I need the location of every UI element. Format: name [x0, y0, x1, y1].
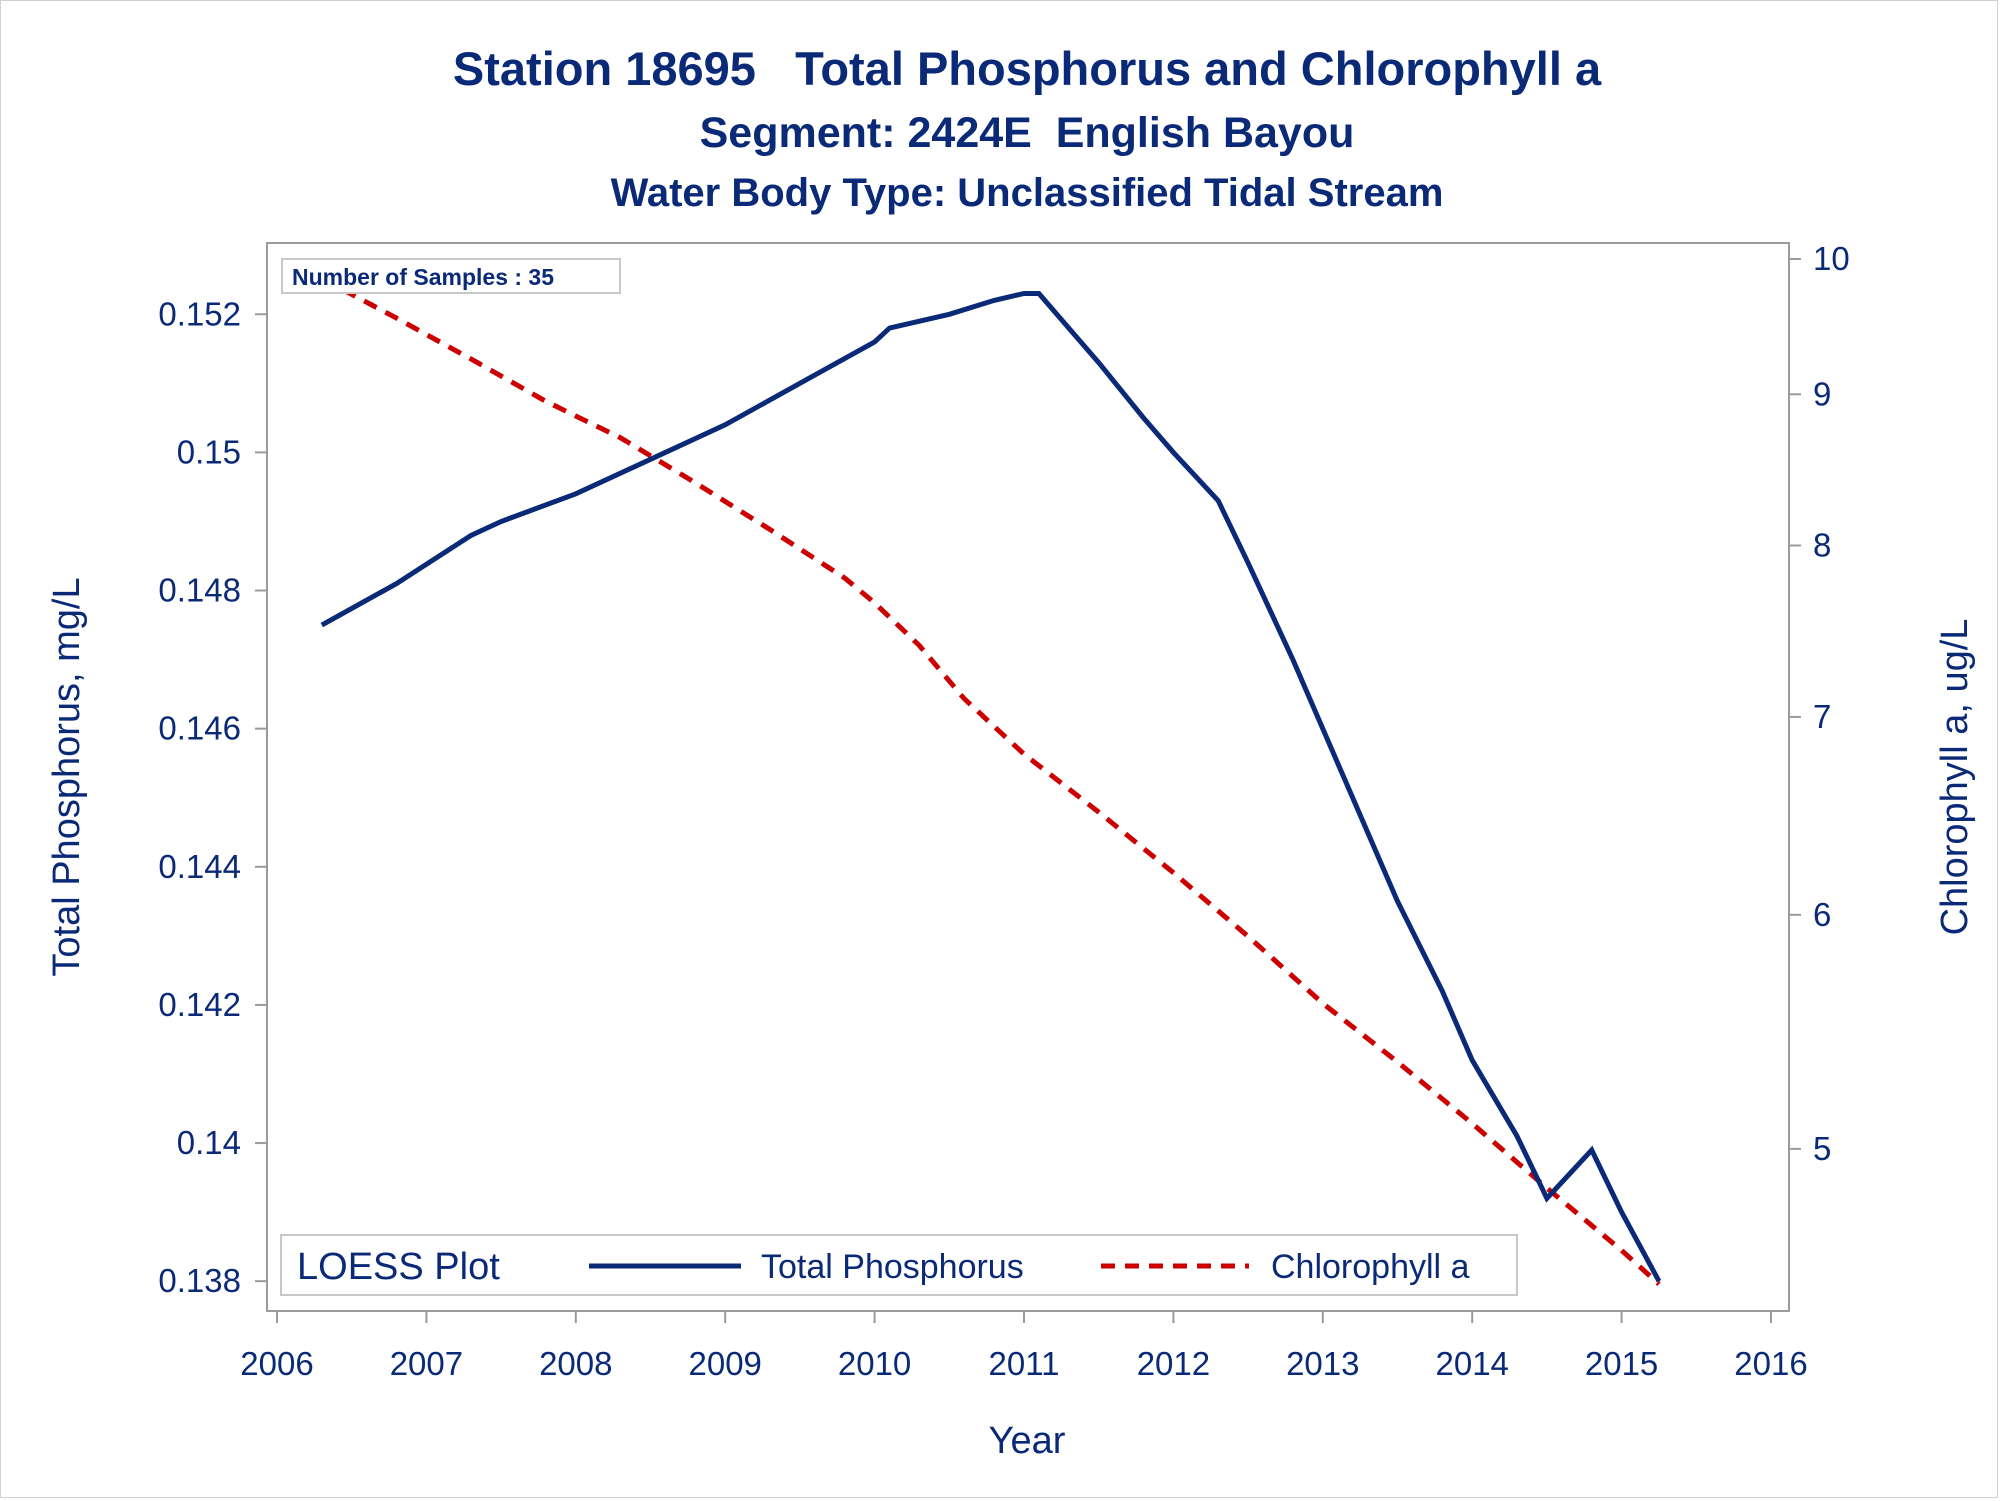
chart-subtitle: Segment: 2424E English Bayou	[700, 109, 1355, 157]
y2-tick-label: 10	[1813, 240, 1850, 277]
series-line-phosphorus	[320, 291, 1662, 1283]
y-tick-label: 0.152	[158, 295, 241, 332]
y-tick-label: 0.15	[177, 433, 241, 470]
x-tick-label: 2012	[1137, 1345, 1210, 1382]
x-tick-label: 2015	[1585, 1345, 1658, 1382]
legend: LOESS Plot Total Phosphorus Chlorophyll …	[280, 1234, 1518, 1296]
x-tick-label: 2006	[240, 1345, 313, 1382]
y-axis-right: 5 6 7 8 9 10	[1789, 240, 1850, 1167]
legend-label-chlorophyll: Chlorophyll a	[1271, 1248, 1470, 1286]
y-tick-label: 0.14	[177, 1124, 241, 1161]
x-tick-label: 2009	[688, 1345, 761, 1382]
y2-tick-label: 5	[1813, 1130, 1831, 1167]
chart-subtitle-2: Water Body Type: Unclassified Tidal Stre…	[611, 171, 1444, 215]
x-tick-label: 2008	[539, 1345, 612, 1382]
legend-title: LOESS Plot	[297, 1246, 500, 1288]
series-line-chlorophyll	[320, 276, 1661, 1286]
chart-title: Station 18695 Total Phosphorus and Chlor…	[453, 42, 1602, 95]
x-tick-label: 2013	[1286, 1345, 1359, 1382]
x-tick-label: 2007	[390, 1345, 463, 1382]
x-tick-label: 2014	[1435, 1345, 1508, 1382]
x-axis: 2006 2007 2008 2009 2010 2011 2012 2013 2014 2015…	[240, 1310, 1808, 1382]
plot-area	[266, 242, 1790, 1312]
y2-tick-label: 7	[1813, 698, 1831, 735]
y-axis-left: 0.138 0.14 0.142 0.144 0.146 0.148 0.15 0.152	[158, 295, 267, 1299]
y2-axis-label: Chlorophyll a, ug/L	[1934, 619, 1976, 936]
y-tick-label: 0.138	[158, 1262, 241, 1299]
y-axis-label: Total Phosphorus, mg/L	[46, 577, 88, 976]
sample-count-box	[281, 258, 621, 294]
x-tick-label: 2011	[989, 1345, 1060, 1382]
y-tick-label: 0.144	[158, 848, 241, 885]
x-tick-label: 2010	[838, 1345, 911, 1382]
sample-count-text: Number of Samples : 35	[292, 264, 554, 290]
legend-box	[280, 1234, 1518, 1296]
y-tick-label: 0.148	[158, 572, 241, 609]
legend-label-phosphorus: Total Phosphorus	[761, 1248, 1024, 1286]
x-tick-label: 2016	[1734, 1345, 1807, 1382]
y2-tick-label: 9	[1813, 375, 1831, 412]
x-axis-label: Year	[989, 1420, 1066, 1462]
y2-tick-label: 6	[1813, 896, 1831, 933]
y-tick-label: 0.146	[158, 710, 241, 747]
y2-tick-label: 8	[1813, 526, 1831, 563]
y-tick-label: 0.142	[158, 986, 241, 1023]
